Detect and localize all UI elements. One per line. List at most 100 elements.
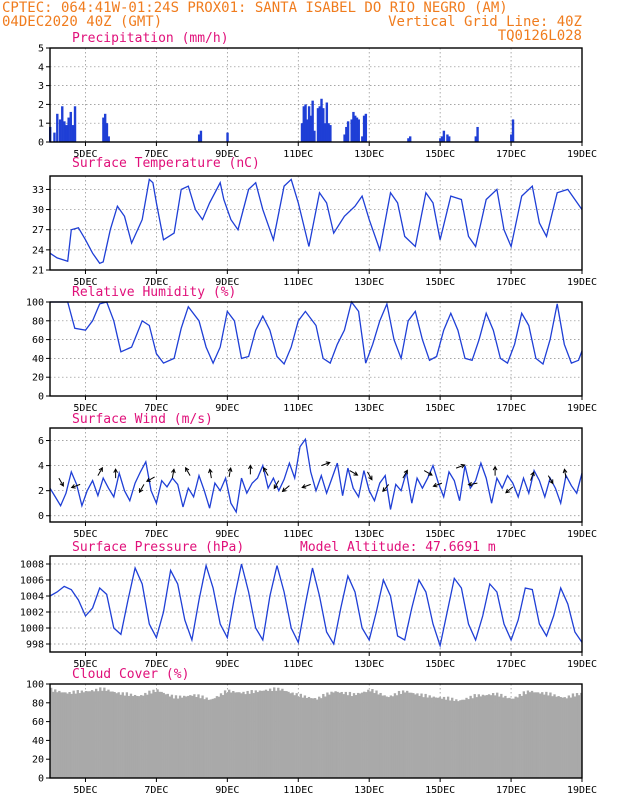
ytick-label: 0 <box>38 774 44 785</box>
precip-bar <box>73 106 77 142</box>
cloud-bar <box>86 691 90 778</box>
cloud-bar <box>135 695 139 778</box>
cloud-bar <box>303 695 307 778</box>
cloud-bar <box>516 697 519 778</box>
xtick-label: 5DEC <box>73 403 97 414</box>
precip-bar <box>442 130 446 142</box>
precip-bar <box>320 98 323 142</box>
xtick-label: 9DEC <box>215 277 239 288</box>
cloud-bar <box>510 698 513 778</box>
precip-bar <box>105 123 109 142</box>
cloud-bar <box>230 692 233 778</box>
xtick-label: 9DEC <box>215 149 239 160</box>
wind-arrow <box>273 480 280 490</box>
panel-frame <box>49 301 583 397</box>
xtick-label: 7DEC <box>144 785 168 796</box>
xtick-label: 17DEC <box>496 149 526 160</box>
xtick-label: 19DEC <box>567 149 597 160</box>
cloud-bar <box>498 696 501 778</box>
xtick-label: 15DEC <box>425 277 455 288</box>
cloud-bar <box>348 691 352 778</box>
cloud-bar <box>137 696 141 778</box>
xtick-label: 13DEC <box>354 659 384 670</box>
cloud-bar <box>496 692 499 778</box>
cloud-bar <box>342 694 345 778</box>
panel-frame <box>49 683 583 779</box>
cloud-bar <box>479 696 483 778</box>
ytick-label: 4 <box>38 461 44 472</box>
cloud-bar <box>144 692 147 778</box>
cloud-bar <box>573 696 577 778</box>
ytick-label: 0 <box>38 511 44 522</box>
cloud-bar <box>164 694 167 778</box>
cloud-bar <box>514 696 517 778</box>
header: CPTEC: 064:41W-01:24S PROX01: SANTA ISAB… <box>2 0 582 44</box>
cloud-bar <box>399 693 403 778</box>
xtick-label: 19DEC <box>567 785 597 796</box>
precip-bar <box>350 119 353 142</box>
cloud-bar <box>72 690 75 778</box>
cloud-bar <box>287 691 290 778</box>
cloud-bar <box>215 696 219 778</box>
cloud-bar <box>473 694 476 778</box>
xtick-label: 5DEC <box>73 659 97 670</box>
cloud-bar <box>125 692 129 778</box>
precip-bar <box>63 121 66 142</box>
cloud-bar <box>504 695 507 778</box>
header-date: 04DEC2020 40Z (GMT) <box>2 14 162 30</box>
ytick-label: 24 <box>32 245 44 256</box>
cloud-bar <box>344 691 347 778</box>
wind-arrow <box>97 466 103 476</box>
cloud-bar <box>403 692 407 778</box>
cloud-bar <box>95 688 98 778</box>
cloud-bar <box>467 699 470 778</box>
precip-bar <box>322 108 325 142</box>
cloud-bar <box>356 692 360 778</box>
ytick-label: 1008 <box>20 560 44 571</box>
cloud-bar <box>451 697 454 778</box>
cloud-bar <box>119 694 122 778</box>
cloud-bar <box>236 692 239 778</box>
cloud-bar <box>491 693 495 778</box>
cloud-bar <box>449 700 452 778</box>
cloud-bar <box>426 697 429 778</box>
cloud-bar <box>457 701 460 778</box>
cloud-bar <box>309 698 313 778</box>
cloud-bar <box>107 689 110 778</box>
cloud-bar <box>64 692 67 778</box>
cloud-bar <box>127 695 131 778</box>
cloud-bar <box>82 692 86 778</box>
cloud-bar <box>395 695 399 778</box>
precip-bar <box>439 138 442 142</box>
cloud-bar <box>549 692 552 778</box>
cloud-bar <box>129 693 133 778</box>
xtick-label: 9DEC <box>215 529 239 540</box>
precip-bar <box>355 117 359 142</box>
wind-arrow <box>530 471 535 481</box>
cloud-bar <box>313 698 317 778</box>
wind-arrow <box>58 477 64 487</box>
wind-arrow <box>467 481 478 487</box>
precip-bar <box>300 123 304 142</box>
xtick-label: 19DEC <box>567 277 597 288</box>
cloud-bar <box>446 696 450 778</box>
precip-bar <box>352 111 355 142</box>
series-line-rh <box>50 300 583 366</box>
cloud-bar <box>432 696 435 778</box>
precip-bar <box>474 136 477 142</box>
xtick-label: 19DEC <box>567 529 597 540</box>
cloud-bar <box>103 687 106 778</box>
ytick-label: 1004 <box>20 592 44 603</box>
cloud-bar <box>199 698 202 778</box>
precip-bar <box>107 136 110 142</box>
cloud-bar <box>465 697 468 778</box>
ytick-label: 998 <box>26 640 44 651</box>
xtick-label: 13DEC <box>354 277 384 288</box>
cloud-bar <box>217 696 221 778</box>
precip-bar <box>345 126 348 142</box>
cloud-bar <box>238 692 241 778</box>
cloud-bar <box>97 691 100 778</box>
cloud-bar <box>483 695 487 778</box>
cloud-bar <box>244 694 247 778</box>
